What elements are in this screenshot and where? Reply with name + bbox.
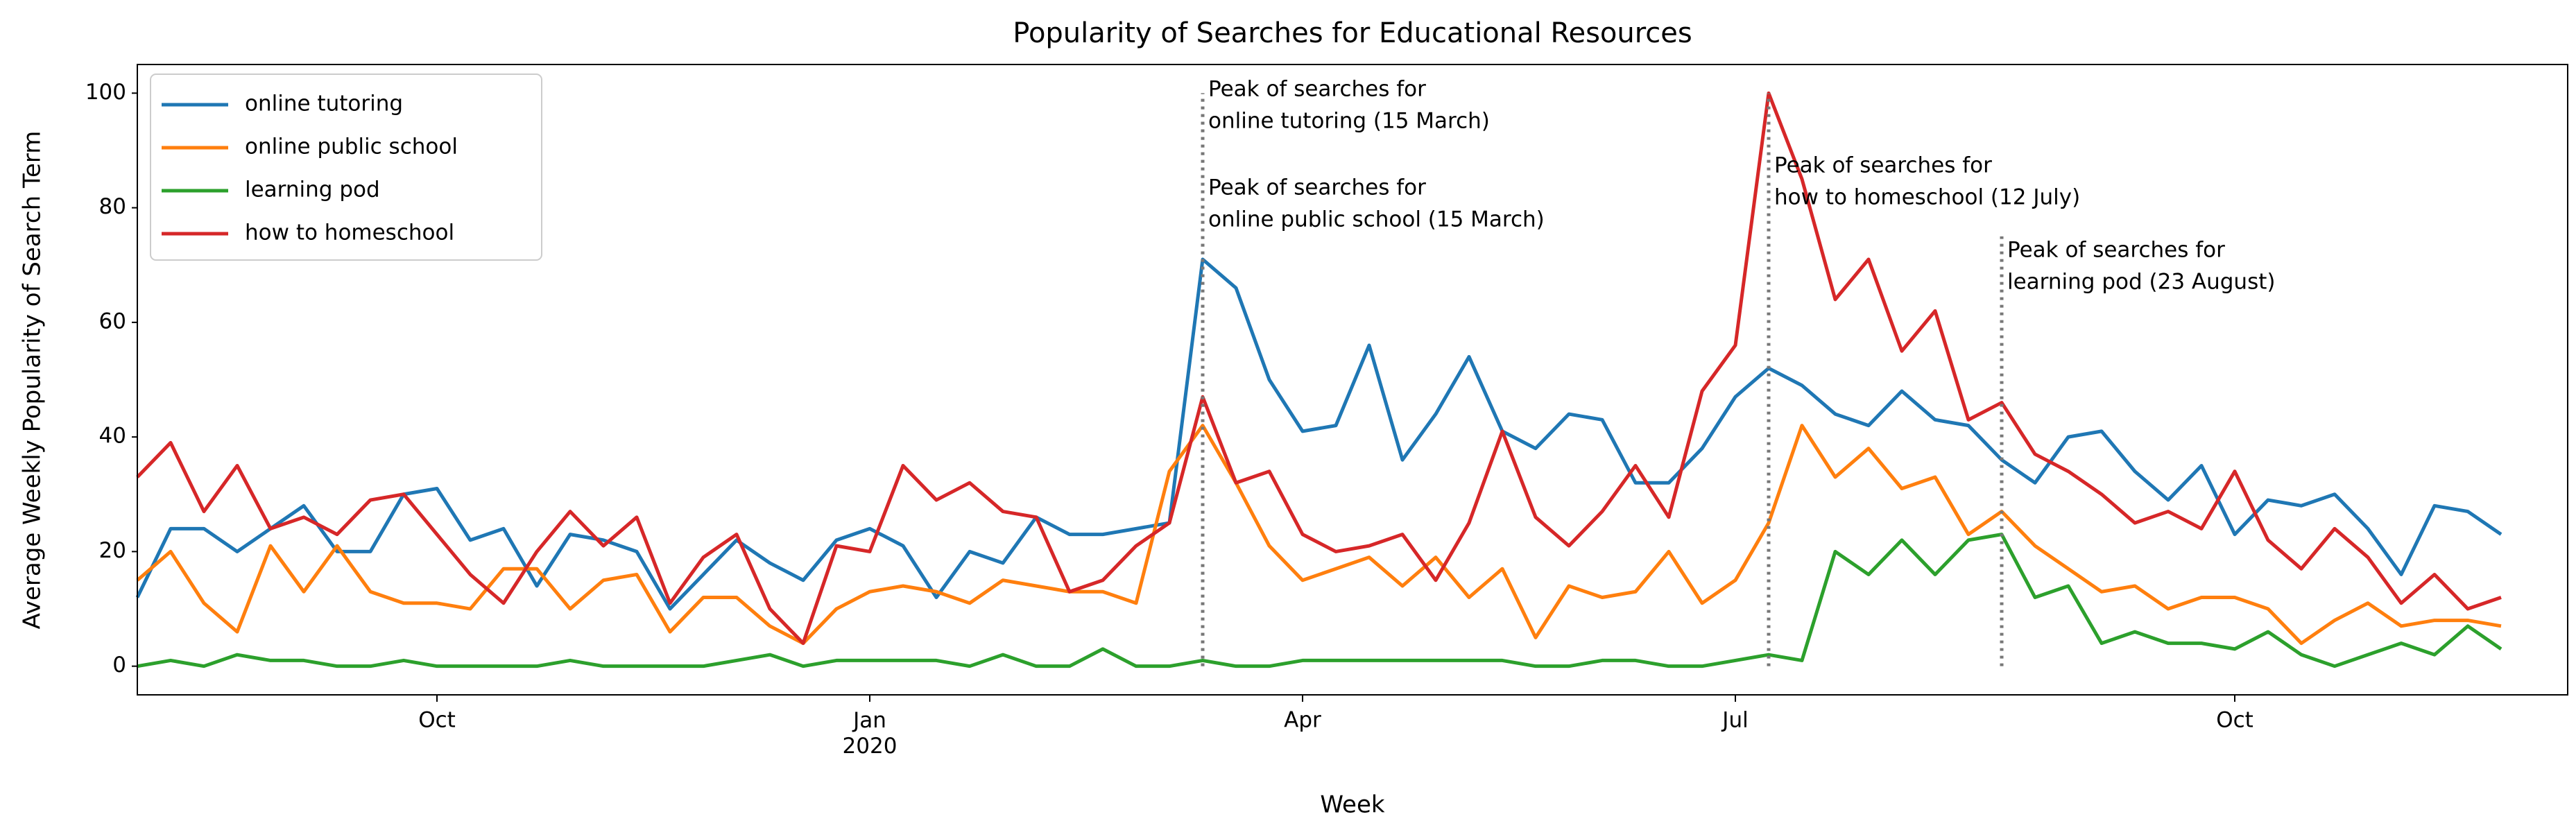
series-line <box>136 91 2502 646</box>
y-tick-label: 60 <box>99 309 126 334</box>
y-tick-label: 0 <box>112 653 126 678</box>
annotation: Peak of searches for <box>1208 175 1426 200</box>
legend-label: how to homeschool <box>245 221 454 245</box>
plot-frame <box>137 64 2568 696</box>
x-tick-label: Oct <box>2216 708 2253 733</box>
y-tick-label: 40 <box>99 424 126 449</box>
series-line <box>135 257 2502 611</box>
x-tick-label: Oct <box>418 708 456 733</box>
y-tick-label: 80 <box>99 194 126 219</box>
legend-label: online public school <box>245 135 458 159</box>
y-tick-label: 20 <box>99 538 126 563</box>
annotation: online tutoring (15 March) <box>1208 109 1490 134</box>
annotation: how to homeschool (12 July) <box>1774 185 2080 210</box>
annotation: Peak of searches for <box>1208 77 1426 102</box>
y-axis-label: Average Weekly Popularity of Search Term <box>19 131 46 630</box>
x-axis-label: Week <box>1320 791 1384 819</box>
annotation: Peak of searches for <box>1774 153 1992 178</box>
x-tick-label: Jan 2020 <box>843 708 898 759</box>
y-tick-label: 100 <box>85 80 126 105</box>
legend-box <box>150 74 542 261</box>
x-tick-label: Jul <box>1721 708 1748 733</box>
legend-label: online tutoring <box>245 92 403 117</box>
legend-label: learning pod <box>245 178 380 202</box>
chart-title: Popularity of Searches for Educational R… <box>1013 17 1692 49</box>
annotation: online public school (15 March) <box>1208 207 1545 232</box>
series-line <box>137 533 2502 668</box>
annotation: Peak of searches for <box>2007 238 2225 263</box>
series-line <box>136 424 2502 646</box>
x-tick-label: Apr <box>1284 708 1321 733</box>
annotation: learning pod (23 August) <box>2007 270 2275 295</box>
